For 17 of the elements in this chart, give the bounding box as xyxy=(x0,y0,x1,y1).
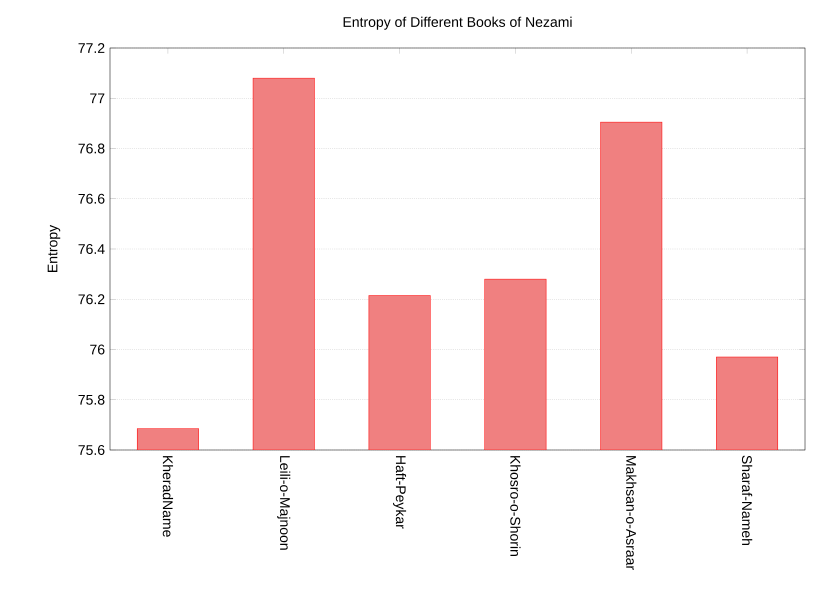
x-tick-label: KheradName xyxy=(162,456,174,537)
y-tick-label: 76.2 xyxy=(78,294,104,304)
y-tick-label: 76 xyxy=(90,344,104,354)
y-tick-label: 76.6 xyxy=(78,194,104,204)
x-tick-label: Haft-Peykar xyxy=(393,456,406,529)
y-tick-label: 76.4 xyxy=(78,244,105,254)
chart-title: Entropy of Different Books of Nezami xyxy=(344,16,572,30)
x-tick-label: Makhsan-o-Asraar xyxy=(626,456,636,570)
x-tick-label: Leili-o-Majnoon xyxy=(277,456,290,550)
y-axis-title: Entropy xyxy=(48,224,60,272)
x-tick-label: Sharaf-Nameh xyxy=(742,456,752,546)
y-tick-label: 76.8 xyxy=(78,144,104,154)
x-tick-label: Khosro-o-Shorin xyxy=(510,456,521,556)
y-tick-label: 75.8 xyxy=(78,394,104,405)
y-tick-label: 77 xyxy=(90,93,104,104)
y-tick-label: 75.6 xyxy=(78,445,104,455)
y-tick-label: 77.2 xyxy=(78,43,104,53)
